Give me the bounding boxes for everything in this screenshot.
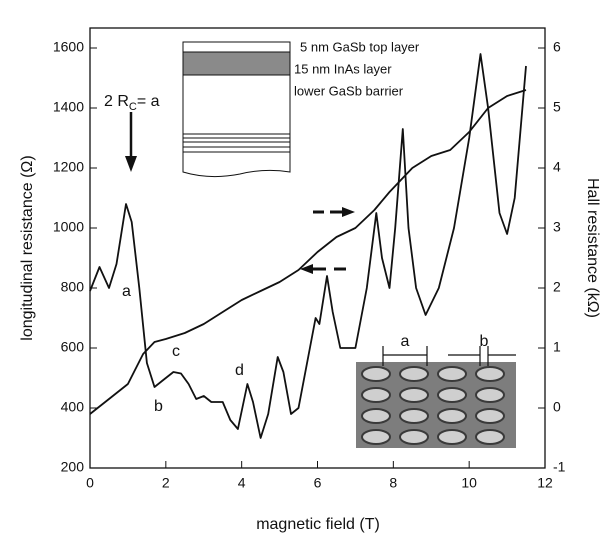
data-line bbox=[89, 53, 527, 439]
annotation: a bbox=[122, 283, 131, 300]
hole bbox=[399, 429, 429, 445]
annotation: d bbox=[235, 362, 244, 379]
layer-label: lower GaSb barrier bbox=[294, 83, 404, 98]
hole bbox=[399, 366, 429, 382]
annotation: b bbox=[154, 398, 163, 415]
holes bbox=[361, 366, 505, 445]
hole bbox=[361, 408, 391, 424]
hole bbox=[399, 408, 429, 424]
x-tick-label: 2 bbox=[162, 475, 170, 491]
y2-tick-label: 4 bbox=[553, 159, 561, 175]
x-tick-label: 6 bbox=[314, 475, 322, 491]
hole bbox=[437, 408, 467, 424]
y-tick-label: 800 bbox=[61, 279, 85, 295]
y2-tick-label: 6 bbox=[553, 39, 561, 55]
y-tick-label: 1600 bbox=[53, 39, 84, 55]
data-line bbox=[89, 89, 527, 415]
y-axis-label: longitudinal resistance (Ω) bbox=[19, 155, 36, 340]
annotation: 2 RC= a bbox=[104, 93, 160, 113]
y-tick-label: 1000 bbox=[53, 219, 84, 235]
y2-tick-label: 5 bbox=[553, 99, 561, 115]
x-tick-label: 4 bbox=[238, 475, 246, 491]
y2-tick-label: 2 bbox=[553, 279, 561, 295]
inas-layer bbox=[182, 51, 291, 76]
hole bbox=[437, 366, 467, 382]
y2-tick-label: -1 bbox=[553, 459, 566, 475]
layer-label: 5 nm GaSb top layer bbox=[300, 39, 420, 54]
x-tick-label: 8 bbox=[389, 475, 397, 491]
hole bbox=[475, 408, 505, 424]
x-tick-label: 0 bbox=[86, 475, 94, 491]
hole bbox=[475, 387, 505, 403]
layer-inset: 5 nm GaSb top layer 15 nm InAs layer low… bbox=[182, 39, 420, 178]
hole bbox=[475, 429, 505, 445]
hole bbox=[361, 387, 391, 403]
x-tick-label: 12 bbox=[537, 475, 553, 491]
y2-tick-label: 1 bbox=[553, 339, 561, 355]
y-tick-label: 600 bbox=[61, 339, 85, 355]
layer-label: 15 nm InAs layer bbox=[294, 61, 392, 76]
annotation: a bbox=[401, 333, 410, 350]
barrier-lines bbox=[183, 133, 290, 153]
arrows bbox=[125, 112, 355, 274]
y2-tick-label: 0 bbox=[553, 399, 561, 415]
scale-brackets bbox=[382, 346, 516, 366]
hole bbox=[437, 429, 467, 445]
y2-axis-label: Hall resistance (kΩ) bbox=[584, 178, 601, 318]
annotation: b bbox=[480, 333, 489, 350]
y-tick-label: 400 bbox=[61, 399, 85, 415]
hole bbox=[437, 387, 467, 403]
y-tick-label: 1400 bbox=[53, 99, 84, 115]
annotation: c bbox=[172, 343, 180, 360]
y2-tick-label: 3 bbox=[553, 219, 561, 235]
hole bbox=[399, 387, 429, 403]
y-tick-label: 1200 bbox=[53, 159, 84, 175]
hole bbox=[475, 366, 505, 382]
inset-box bbox=[182, 41, 291, 178]
hole bbox=[361, 429, 391, 445]
image-inset: a b bbox=[356, 333, 516, 448]
x-tick-label: 10 bbox=[461, 475, 477, 491]
y-tick-label: 200 bbox=[61, 459, 85, 475]
x-axis-label: magnetic field (T) bbox=[256, 516, 380, 533]
hole bbox=[361, 366, 391, 382]
